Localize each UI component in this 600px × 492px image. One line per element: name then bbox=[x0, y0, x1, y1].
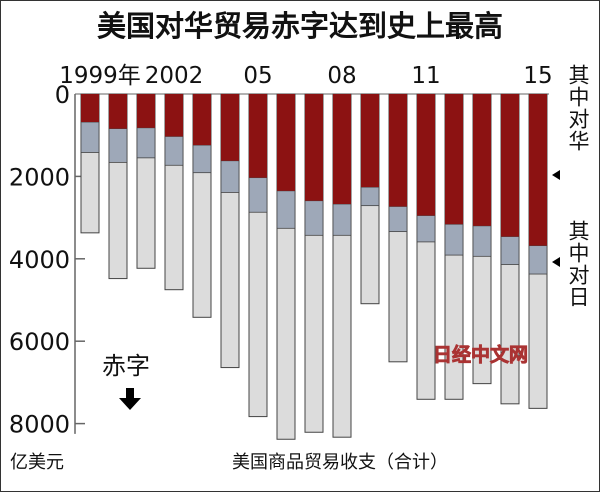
x-tick-label: 1999年 bbox=[59, 63, 141, 89]
bar-group-2011 bbox=[416, 93, 436, 400]
bar-china-2000 bbox=[109, 94, 127, 129]
y-tick-label: 8000 bbox=[9, 411, 70, 439]
y-tick-label: 2000 bbox=[9, 163, 70, 191]
x-tick-label: 05 bbox=[243, 63, 272, 89]
x-axis-label: 美国商品贸易收支（合计） bbox=[232, 452, 448, 473]
bar-group-2015 bbox=[528, 93, 548, 409]
bar-japan-2010 bbox=[388, 206, 408, 233]
bar-group-2005 bbox=[248, 93, 268, 418]
bar-china-2011 bbox=[417, 94, 435, 216]
bar-china-2005 bbox=[249, 94, 267, 178]
bar-japan-2003 bbox=[192, 144, 212, 174]
x-tick-label: 08 bbox=[327, 63, 356, 89]
legend-label: 其中对华 bbox=[566, 64, 590, 152]
bar-group-2013 bbox=[472, 93, 492, 385]
bar-group-2002 bbox=[164, 93, 184, 291]
bar-japan-2008 bbox=[332, 203, 352, 236]
bar-china-2013 bbox=[473, 94, 491, 226]
bar-japan-2000 bbox=[108, 128, 128, 163]
legend-japan: 其中对日 bbox=[552, 220, 590, 308]
bar-japan-2011 bbox=[416, 215, 436, 243]
pointer-arrow-icon bbox=[552, 257, 560, 267]
bar-group-2001 bbox=[136, 93, 156, 269]
bar-japan-2006 bbox=[276, 190, 296, 229]
bar-group-2012 bbox=[444, 93, 464, 400]
bar-group-2003 bbox=[192, 93, 212, 318]
bar-japan-2012 bbox=[444, 223, 464, 256]
x-tick-label: 2002 bbox=[145, 63, 204, 89]
bar-china-2004 bbox=[221, 94, 239, 161]
bar-group-2014 bbox=[500, 93, 520, 405]
bar-china-1999 bbox=[81, 94, 99, 123]
y-tick-label: 6000 bbox=[9, 328, 70, 356]
bar-japan-1999 bbox=[80, 121, 100, 153]
legend-label: 其中对日 bbox=[566, 220, 590, 308]
chart-title: 美国对华贸易赤字达到史上最高 bbox=[97, 9, 503, 43]
bar-group-2009 bbox=[360, 93, 380, 305]
bar-china-2007 bbox=[305, 94, 323, 201]
bar-group-1999 bbox=[80, 93, 100, 234]
down-arrow-icon bbox=[119, 388, 141, 410]
x-tick-label: 11 bbox=[411, 63, 440, 89]
bar-china-2002 bbox=[165, 94, 183, 137]
bar-group-2000 bbox=[108, 93, 128, 280]
bar-japan-2015 bbox=[528, 245, 548, 275]
bar-japan-2005 bbox=[248, 177, 268, 213]
pointer-arrow-icon bbox=[552, 170, 560, 180]
bar-group-2004 bbox=[220, 93, 240, 369]
bar-group-2008 bbox=[332, 93, 352, 438]
bar-china-2009 bbox=[361, 94, 379, 188]
bar-china-2015 bbox=[529, 94, 547, 246]
bar-japan-2007 bbox=[304, 200, 324, 236]
bar-china-2006 bbox=[277, 94, 295, 191]
bar-china-2010 bbox=[389, 94, 407, 207]
bar-group-2007 bbox=[304, 93, 324, 433]
bar-japan-2002 bbox=[164, 136, 184, 166]
deficit-label: 赤字 bbox=[102, 352, 150, 380]
legend-china: 其中对华 bbox=[552, 64, 590, 180]
x-tick-label: 15 bbox=[523, 63, 552, 89]
bar-china-2012 bbox=[445, 94, 463, 225]
bar-china-2001 bbox=[137, 94, 155, 128]
y-tick-label: 0 bbox=[55, 81, 70, 109]
watermark: 日经中文网 bbox=[433, 343, 528, 366]
bar-japan-2004 bbox=[220, 160, 240, 193]
bar-japan-2001 bbox=[136, 127, 156, 159]
bar-china-2008 bbox=[333, 94, 351, 205]
bar-japan-2014 bbox=[500, 236, 520, 265]
y-axis-label: 亿美元 bbox=[10, 452, 64, 473]
y-tick-label: 4000 bbox=[9, 246, 70, 274]
bar-group-2006 bbox=[276, 93, 296, 440]
bar-china-2014 bbox=[501, 94, 519, 237]
bar-group-2010 bbox=[388, 93, 408, 363]
bar-japan-2013 bbox=[472, 225, 492, 257]
bar-japan-2009 bbox=[360, 186, 380, 207]
bar-china-2003 bbox=[193, 94, 211, 146]
